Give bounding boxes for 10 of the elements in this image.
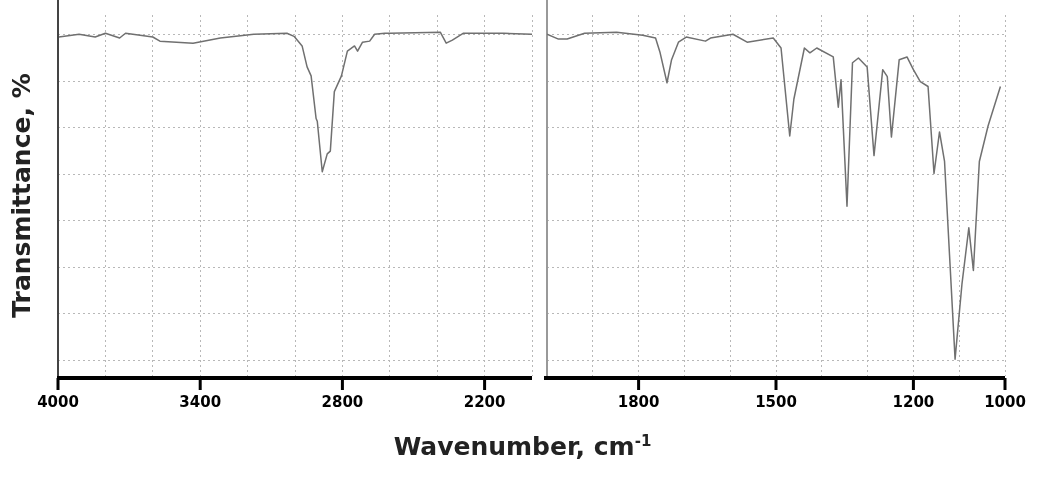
x-tick-label: 1000	[984, 392, 1026, 411]
x-tick-label: 3400	[179, 392, 222, 411]
y-axis-title: Transmittance, %	[6, 73, 36, 318]
x-tick-label: 1200	[892, 392, 935, 411]
x-tick-label: 2200	[463, 392, 506, 411]
x-tick-label: 2800	[321, 392, 364, 411]
x-tick-label: 4000	[37, 392, 79, 411]
x-tick-label: 1800	[617, 392, 660, 411]
x-axis-title: Wavenumber, cm$^{-1}$	[392, 432, 653, 462]
x-tick-label: 1500	[755, 392, 797, 411]
